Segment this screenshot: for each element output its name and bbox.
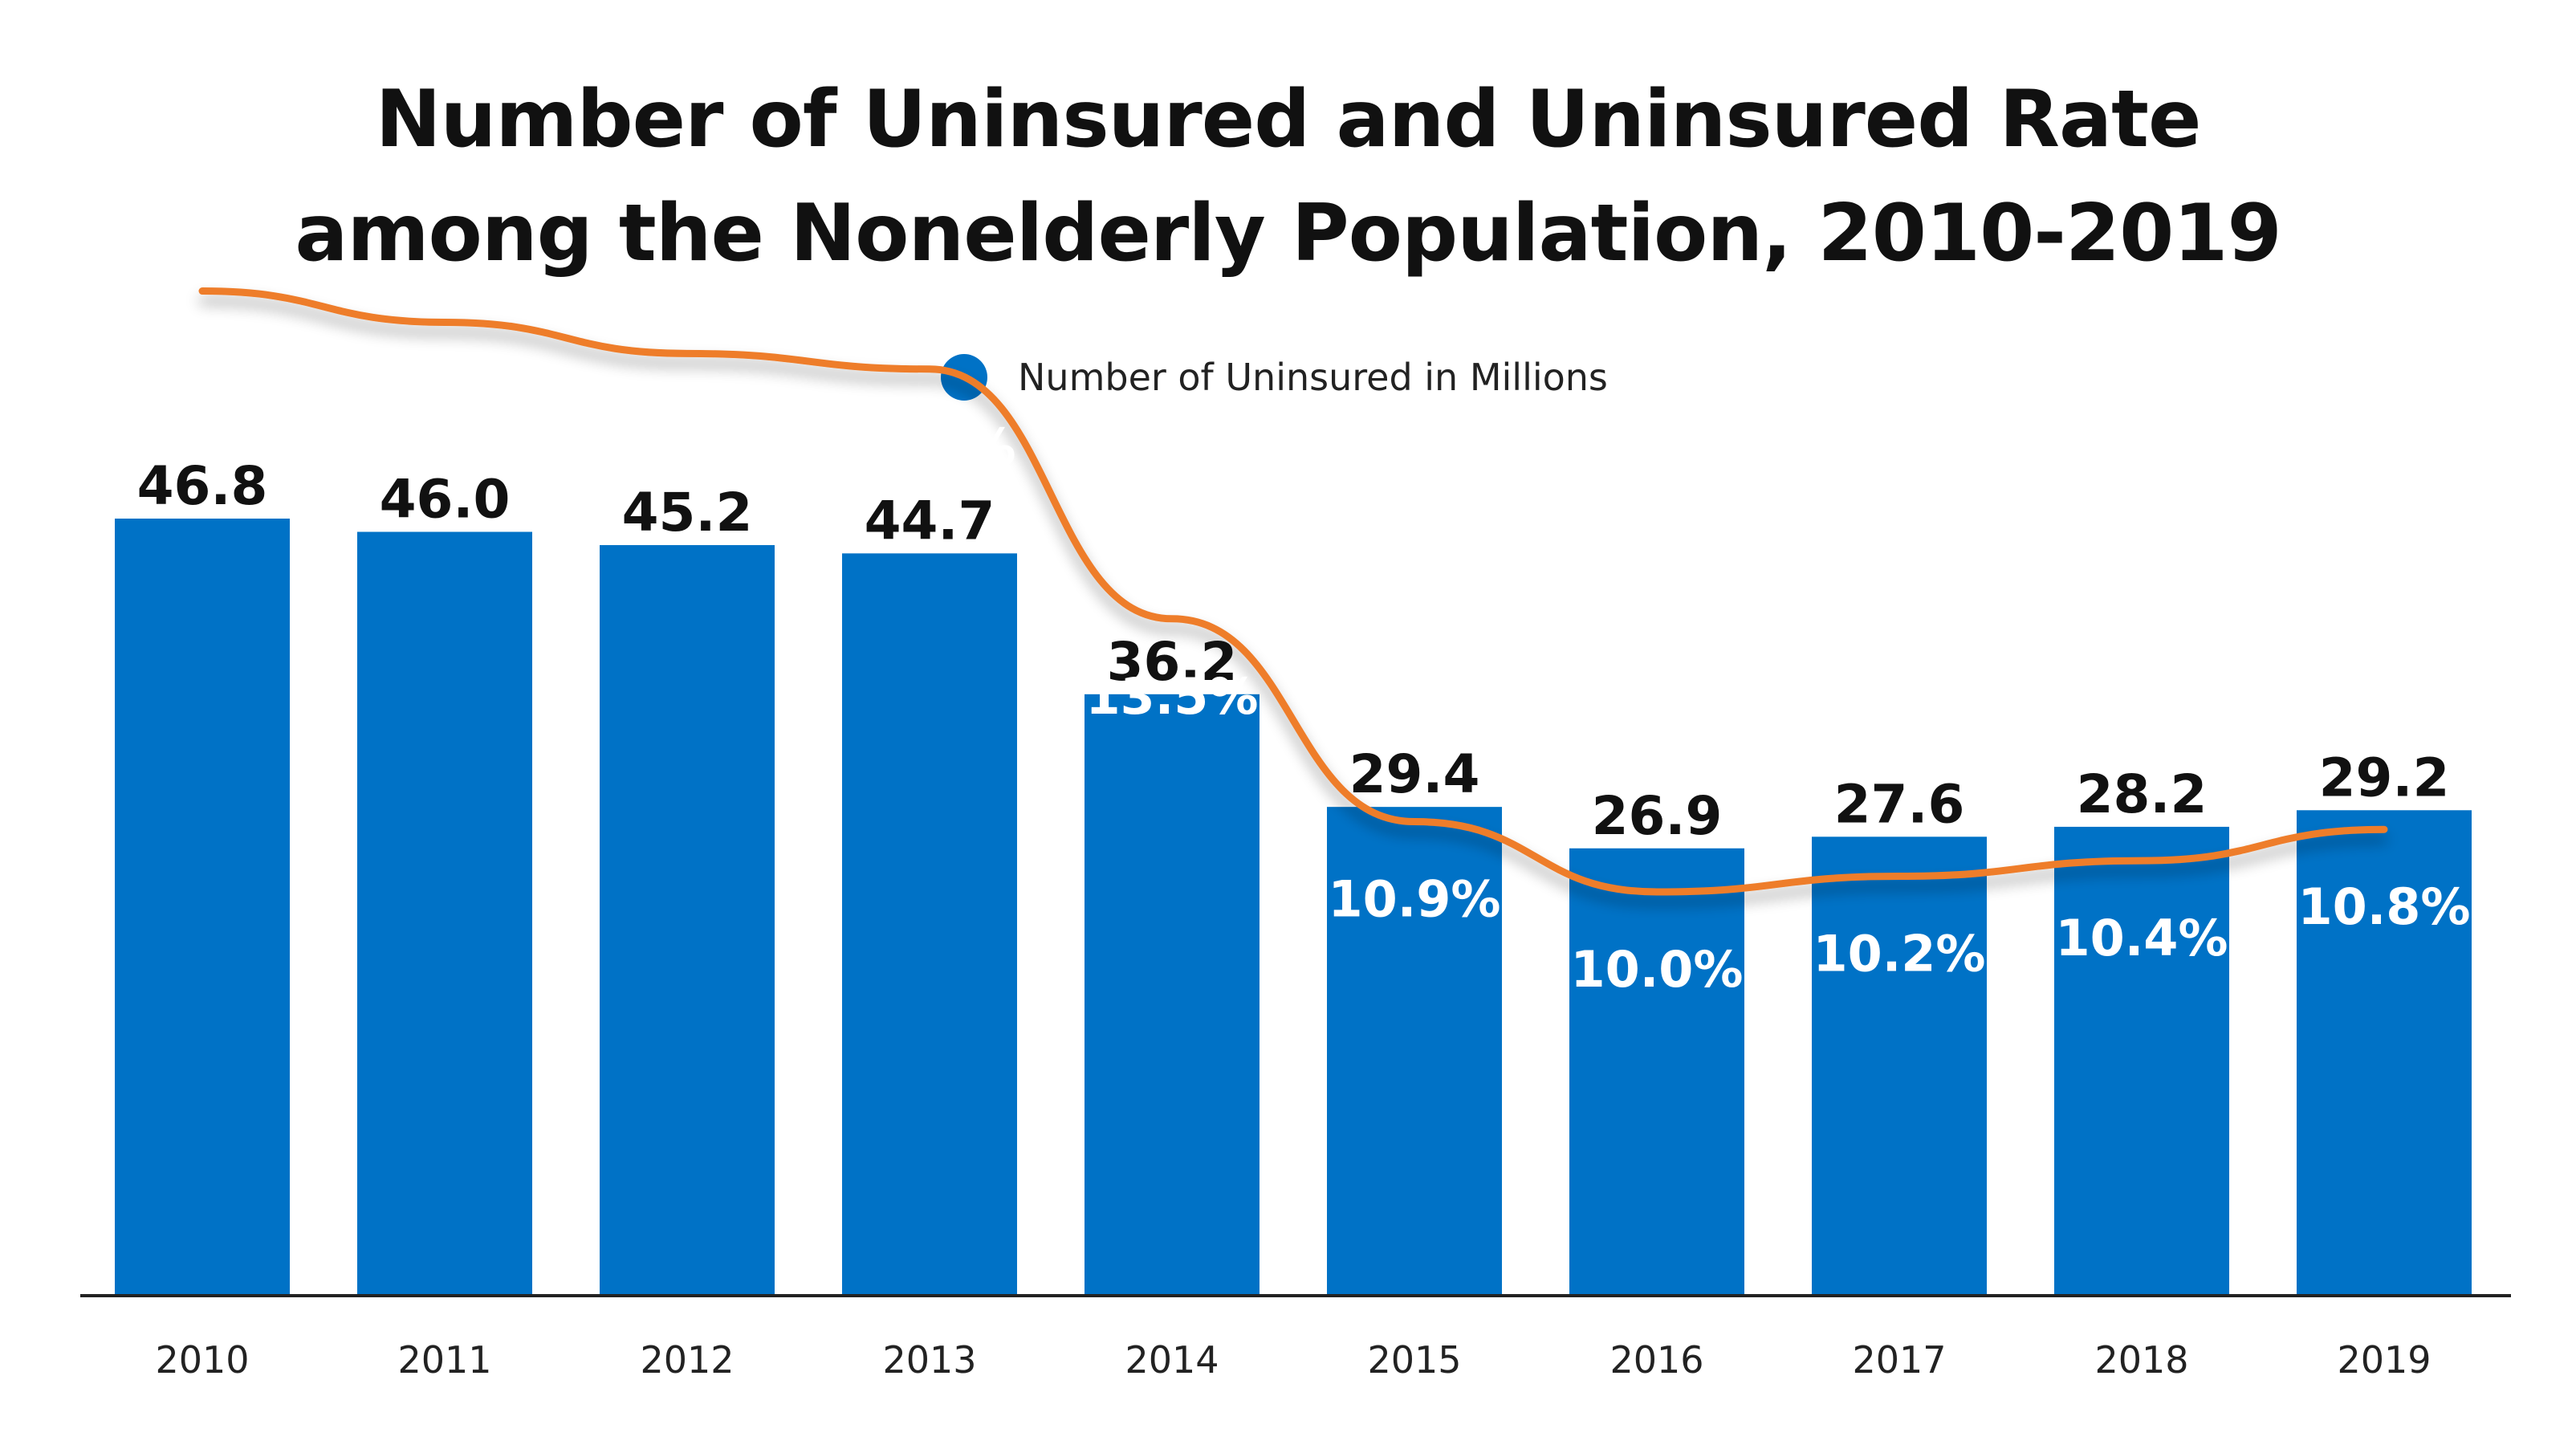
rate-label-2019: 10.8% — [2297, 877, 2470, 936]
x-tick-label-2016: 2016 — [1609, 1338, 1703, 1382]
bar-2013 — [842, 553, 1017, 1294]
rate-label-2018: 10.4% — [2055, 909, 2228, 967]
bars-layer — [115, 519, 2472, 1294]
bar-value-label-2013: 44.7 — [865, 490, 995, 552]
bar-2015 — [1327, 807, 1502, 1294]
bar-2016 — [1569, 848, 1744, 1294]
bar-value-label-2014: 36.2 — [1107, 631, 1238, 693]
chart-legend: Number of Uninsured in Millions — [941, 352, 1608, 403]
x-tick-label-2013: 2013 — [882, 1338, 976, 1382]
rate-label-2010: 17.7% — [116, 340, 288, 398]
chart-title-line-2: among the Nonelderly Population, 2010-20… — [295, 188, 2281, 279]
x-tick-label-2010: 2010 — [155, 1338, 249, 1382]
bar-value-label-2016: 26.9 — [1592, 785, 1723, 847]
x-tick-label-2014: 2014 — [1125, 1338, 1219, 1382]
bar-2019 — [2297, 810, 2472, 1294]
rate-label-2013: 16.7% — [843, 417, 1015, 476]
bar-value-label-2018: 28.2 — [2077, 763, 2208, 825]
rate-label-2017: 10.2% — [1813, 925, 1985, 983]
bar-value-label-2010: 46.8 — [137, 455, 268, 517]
x-tick-label-2011: 2011 — [397, 1338, 491, 1382]
rate-label-2011: 17.3% — [358, 370, 531, 429]
rate-line — [198, 287, 2388, 896]
bar-2011 — [357, 531, 532, 1294]
chart-title-line-1: Number of Uninsured and Uninsured Rate — [375, 74, 2202, 165]
bar-2012 — [600, 545, 775, 1294]
rate-line-layer — [198, 287, 2388, 896]
rate-label-2014: 13.5% — [1085, 667, 1258, 726]
rate-label-2012: 16.9% — [600, 401, 773, 460]
bar-value-label-2011: 46.0 — [380, 469, 511, 531]
x-tick-label-2018: 2018 — [2094, 1338, 2188, 1382]
rate-label-2016: 10.0% — [1570, 940, 1743, 999]
legend-label-uninsured: Number of Uninsured in Millions — [1018, 356, 1608, 399]
x-tick-label-2019: 2019 — [2337, 1338, 2431, 1382]
bar-value-label-2019: 29.2 — [2319, 747, 2450, 808]
x-tick-label-2012: 2012 — [640, 1338, 734, 1382]
bar-value-label-2015: 29.4 — [1349, 743, 1480, 805]
bar-2017 — [1812, 836, 1987, 1294]
x-tick-label-2015: 2015 — [1367, 1338, 1461, 1382]
chart-title: Number of Uninsured and Uninsured Rate a… — [0, 63, 2576, 291]
labels-layer: 46.8 17.7% 2010 46.0 17.3% 2011 45.2 16.9% 2012 4… — [116, 340, 2470, 1382]
rate-label-2015: 10.9% — [1328, 870, 1500, 929]
bar-2010 — [115, 519, 290, 1294]
bar-value-label-2012: 45.2 — [622, 482, 753, 543]
bar-2014 — [1085, 694, 1260, 1294]
bar-value-label-2017: 27.6 — [1834, 773, 1965, 835]
bar-2018 — [2054, 826, 2229, 1294]
x-tick-label-2017: 2017 — [1852, 1338, 1946, 1382]
